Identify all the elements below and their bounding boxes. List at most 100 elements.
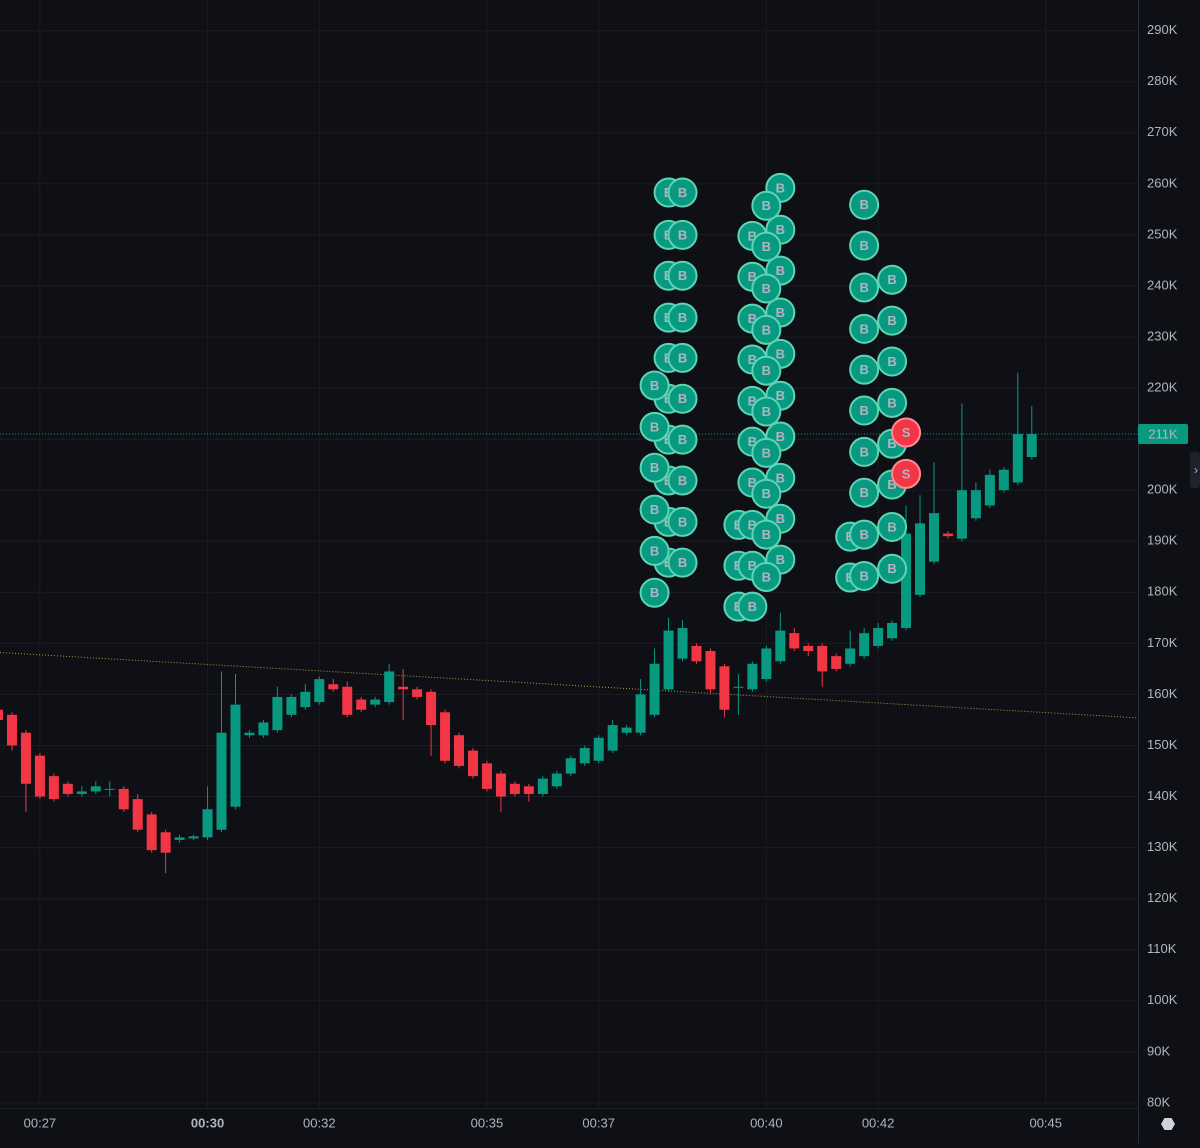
trade-marker-label: B (762, 363, 771, 378)
candle-body (970, 490, 981, 519)
candle-body (1026, 434, 1037, 457)
collapse-icon[interactable]: › (1194, 463, 1198, 477)
candle-body (426, 691, 437, 726)
last-price-label: 211K (1148, 426, 1178, 441)
trade-marker-label: B (650, 585, 659, 600)
candle-body (244, 732, 255, 736)
trade-marker (667, 260, 698, 291)
candle-body (272, 696, 283, 731)
x-tick-label: 00:27 (24, 1115, 57, 1130)
trade-marker-label: B (887, 436, 896, 451)
candle-body (132, 799, 143, 830)
trade-marker-label: S (902, 425, 911, 440)
trade-marker (737, 591, 768, 622)
candle-body (62, 783, 73, 794)
x-tick-label: 00:37 (582, 1115, 615, 1130)
candle-body (356, 699, 367, 710)
y-tick-label: 190K (1147, 533, 1178, 548)
trade-marker (639, 411, 670, 442)
trade-marker (877, 264, 908, 295)
trade-marker-label: B (859, 197, 868, 212)
candle-body (565, 758, 576, 774)
candle-body (314, 679, 325, 703)
candle-body (412, 689, 423, 697)
trade-marker-label: B (887, 561, 896, 576)
candle-body (705, 651, 716, 690)
trade-marker-label: B (859, 444, 868, 459)
trade-marker-label: B (859, 568, 868, 583)
candle-body (1012, 434, 1023, 483)
trade-marker (667, 465, 698, 496)
trade-marker (639, 494, 670, 525)
candle-body (384, 671, 395, 703)
collapse-button[interactable] (1190, 452, 1200, 488)
trade-marker-label: B (887, 477, 896, 492)
trade-marker (877, 387, 908, 418)
candle-body (90, 786, 101, 792)
trade-marker (667, 424, 698, 455)
trade-marker (667, 342, 698, 373)
candle-body (635, 694, 646, 733)
trade-marker (751, 437, 782, 468)
candle-body (6, 714, 17, 746)
candle-body (258, 722, 269, 736)
y-tick-label: 160K (1147, 686, 1178, 701)
y-tick-label: 130K (1147, 839, 1178, 854)
trade-marker (667, 547, 698, 578)
y-tick-label: 140K (1147, 788, 1178, 803)
candle-body (887, 622, 898, 639)
y-tick-label: 100K (1147, 992, 1178, 1007)
trade-marker-label: B (859, 321, 868, 336)
trade-marker (891, 458, 922, 489)
candle-body (300, 691, 311, 708)
candle-body (621, 727, 632, 733)
trade-marker (751, 190, 782, 221)
trade-marker-label: B (748, 434, 757, 449)
trade-marker (877, 346, 908, 377)
axes: 80K 90K 100K 110K 120K 130K 140K 150K 160K 170K 18… (24, 22, 1188, 1130)
candle-body (789, 633, 800, 649)
y-tick-label: 90K (1147, 1043, 1170, 1058)
trade-marker-label: B (650, 502, 659, 517)
trade-marker (849, 189, 880, 220)
trade-marker (849, 436, 880, 467)
x-tick-label: 00:45 (1029, 1115, 1062, 1130)
candle-body (481, 763, 492, 789)
trade-marker (877, 511, 908, 542)
candle-body (691, 645, 702, 662)
trade-marker-label: B (859, 280, 868, 295)
trade-marker-label: B (650, 543, 659, 558)
candle-body (328, 684, 339, 690)
y-tick-label: 280K (1147, 73, 1178, 88)
trade-marker (751, 561, 782, 592)
trade-marker (751, 478, 782, 509)
trade-marker-label: B (748, 311, 757, 326)
candle-body (677, 628, 688, 659)
candle-body (104, 788, 115, 790)
trade-marker-label: B (776, 263, 785, 278)
y-tick-label: 220K (1147, 379, 1178, 394)
y-tick-label: 260K (1147, 175, 1178, 190)
trade-marker (877, 305, 908, 336)
trade-marker-label: B (887, 519, 896, 534)
trade-marker-label: B (776, 511, 785, 526)
candle-body (146, 814, 157, 851)
candle-body (467, 750, 478, 777)
candle-body (370, 699, 381, 705)
trade-marker (639, 577, 670, 608)
logo-icon[interactable] (1161, 1118, 1175, 1130)
trade-marker-label: B (748, 558, 757, 573)
trade-marker (849, 354, 880, 385)
trade-marker-label: B (859, 362, 868, 377)
candle-body (202, 809, 213, 838)
candle-body (845, 648, 856, 664)
candle-body (230, 704, 241, 807)
trade-marker (639, 535, 670, 566)
candle-body (118, 788, 129, 810)
y-tick-label: 200K (1147, 482, 1178, 497)
trade-marker-label: B (678, 473, 687, 488)
trade-marker-label: B (859, 527, 868, 542)
candle-body (607, 725, 618, 751)
x-tick-label: 00:35 (471, 1115, 504, 1130)
candle-body (593, 737, 604, 761)
